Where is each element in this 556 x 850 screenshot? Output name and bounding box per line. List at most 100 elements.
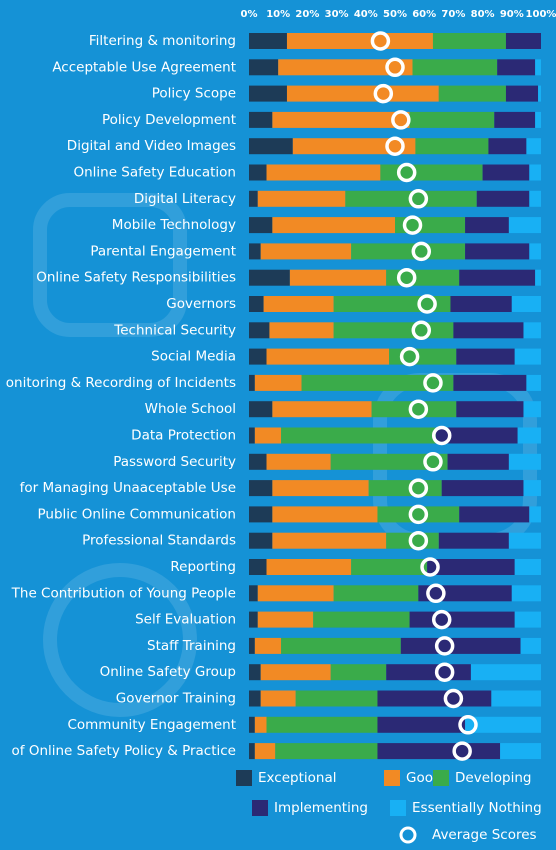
bar-segment <box>249 585 258 601</box>
category-label: Community Engagement <box>67 717 236 733</box>
bar-segment <box>302 375 454 391</box>
bar-segment <box>334 322 454 338</box>
bar-segment <box>494 112 535 128</box>
bar-segment <box>377 717 465 733</box>
bar-segment <box>453 375 526 391</box>
x-tick-label: 30% <box>325 9 349 20</box>
bar-segment <box>413 59 498 75</box>
bar-segment <box>529 506 541 522</box>
bar-segment <box>521 638 541 654</box>
bar-segment <box>249 322 269 338</box>
category-label: Staff Training <box>147 638 236 654</box>
bar-segment <box>249 296 264 312</box>
bar-segment <box>249 717 255 733</box>
bar-segment <box>249 270 290 286</box>
bar-segment <box>401 638 521 654</box>
x-tick-label: 100% <box>526 9 556 20</box>
category-label: Professional Standards <box>82 533 236 549</box>
x-tick-label: 40% <box>354 9 378 20</box>
bar-segment <box>535 59 541 75</box>
bar-segment <box>296 691 378 707</box>
x-tick-label: 70% <box>441 9 465 20</box>
bar-segment <box>450 296 511 312</box>
bar-segment <box>249 59 278 75</box>
legend-label: Exceptional <box>258 770 336 786</box>
bar-segment <box>526 375 541 391</box>
legend-swatch <box>390 800 406 816</box>
bar-segment <box>509 454 541 470</box>
bar-segment <box>249 33 287 49</box>
bar-segment <box>380 165 482 181</box>
bar-segment <box>538 86 541 102</box>
bar-segment <box>249 86 287 102</box>
bar-segment <box>255 428 281 444</box>
bar-segment <box>255 717 267 733</box>
bar-segment <box>331 664 386 680</box>
legend-label: Developing <box>455 770 531 786</box>
bar-segment <box>267 454 331 470</box>
category-label: The Contribution of Young People <box>11 585 236 601</box>
legend-swatch <box>384 770 400 786</box>
bar-segment <box>386 664 471 680</box>
bar-segment <box>512 296 541 312</box>
bar-segment <box>369 480 442 496</box>
bar-segment <box>275 743 377 759</box>
bar-segment <box>377 743 500 759</box>
bar-segment <box>351 559 427 575</box>
category-label: Reporting <box>170 559 236 575</box>
x-tick-label: 0% <box>241 9 258 20</box>
x-tick-label: 60% <box>412 9 436 20</box>
bar-segment <box>249 375 255 391</box>
bar-segment <box>249 691 261 707</box>
bar-segment <box>249 480 272 496</box>
bar-segment <box>249 638 255 654</box>
bar-segment <box>287 33 433 49</box>
category-label: Self Evaluation <box>135 612 236 628</box>
legend-swatch <box>252 800 268 816</box>
category-label: Technical Security <box>113 322 236 338</box>
bar-segment <box>249 743 255 759</box>
bar-segment <box>456 401 523 417</box>
bar-segment <box>500 743 541 759</box>
bar-segment <box>264 296 334 312</box>
bar-segment <box>456 349 514 365</box>
bar-segment <box>512 585 541 601</box>
bar-segment <box>471 664 541 680</box>
bar-segment <box>278 59 412 75</box>
legend-swatch <box>433 770 449 786</box>
category-label: onitoring & Recording of Incidents <box>6 375 236 391</box>
bar-segment <box>433 33 506 49</box>
legend-label: Essentially Nothing <box>412 800 542 816</box>
category-label: Filtering & monitoring <box>89 33 236 49</box>
legend-label: Implementing <box>274 800 368 816</box>
bar-segment <box>377 691 491 707</box>
bar-segment <box>515 612 541 628</box>
category-label: Whole School <box>145 401 236 417</box>
x-tick-label: 80% <box>471 9 495 20</box>
bar-segment <box>258 612 313 628</box>
category-label: Password Security <box>113 454 236 470</box>
bar-segment <box>293 138 416 154</box>
category-label: Acceptable Use Agreement <box>52 59 236 75</box>
bar-segment <box>281 428 436 444</box>
category-label: of Online Safety Policy & Practice <box>12 743 236 759</box>
bar-segment <box>518 428 541 444</box>
bar-segment <box>448 454 509 470</box>
bar-segment <box>351 243 465 259</box>
legend-label: Average Scores <box>432 827 537 843</box>
category-label: Digital Literacy <box>134 191 236 207</box>
bar-segment <box>410 612 515 628</box>
bar-segment <box>261 664 331 680</box>
bar-segment <box>261 691 296 707</box>
bar-segment <box>439 533 509 549</box>
bar-segment <box>249 217 272 233</box>
bar-segment <box>249 138 293 154</box>
bar-segment <box>281 638 401 654</box>
bar-segment <box>272 480 368 496</box>
bar-segment <box>483 165 530 181</box>
category-label: Online Safety Education <box>73 165 236 181</box>
category-label: Public Online Communication <box>38 506 237 522</box>
bar-segment <box>529 191 541 207</box>
category-label: Policy Development <box>102 112 236 128</box>
bar-segment <box>442 480 524 496</box>
